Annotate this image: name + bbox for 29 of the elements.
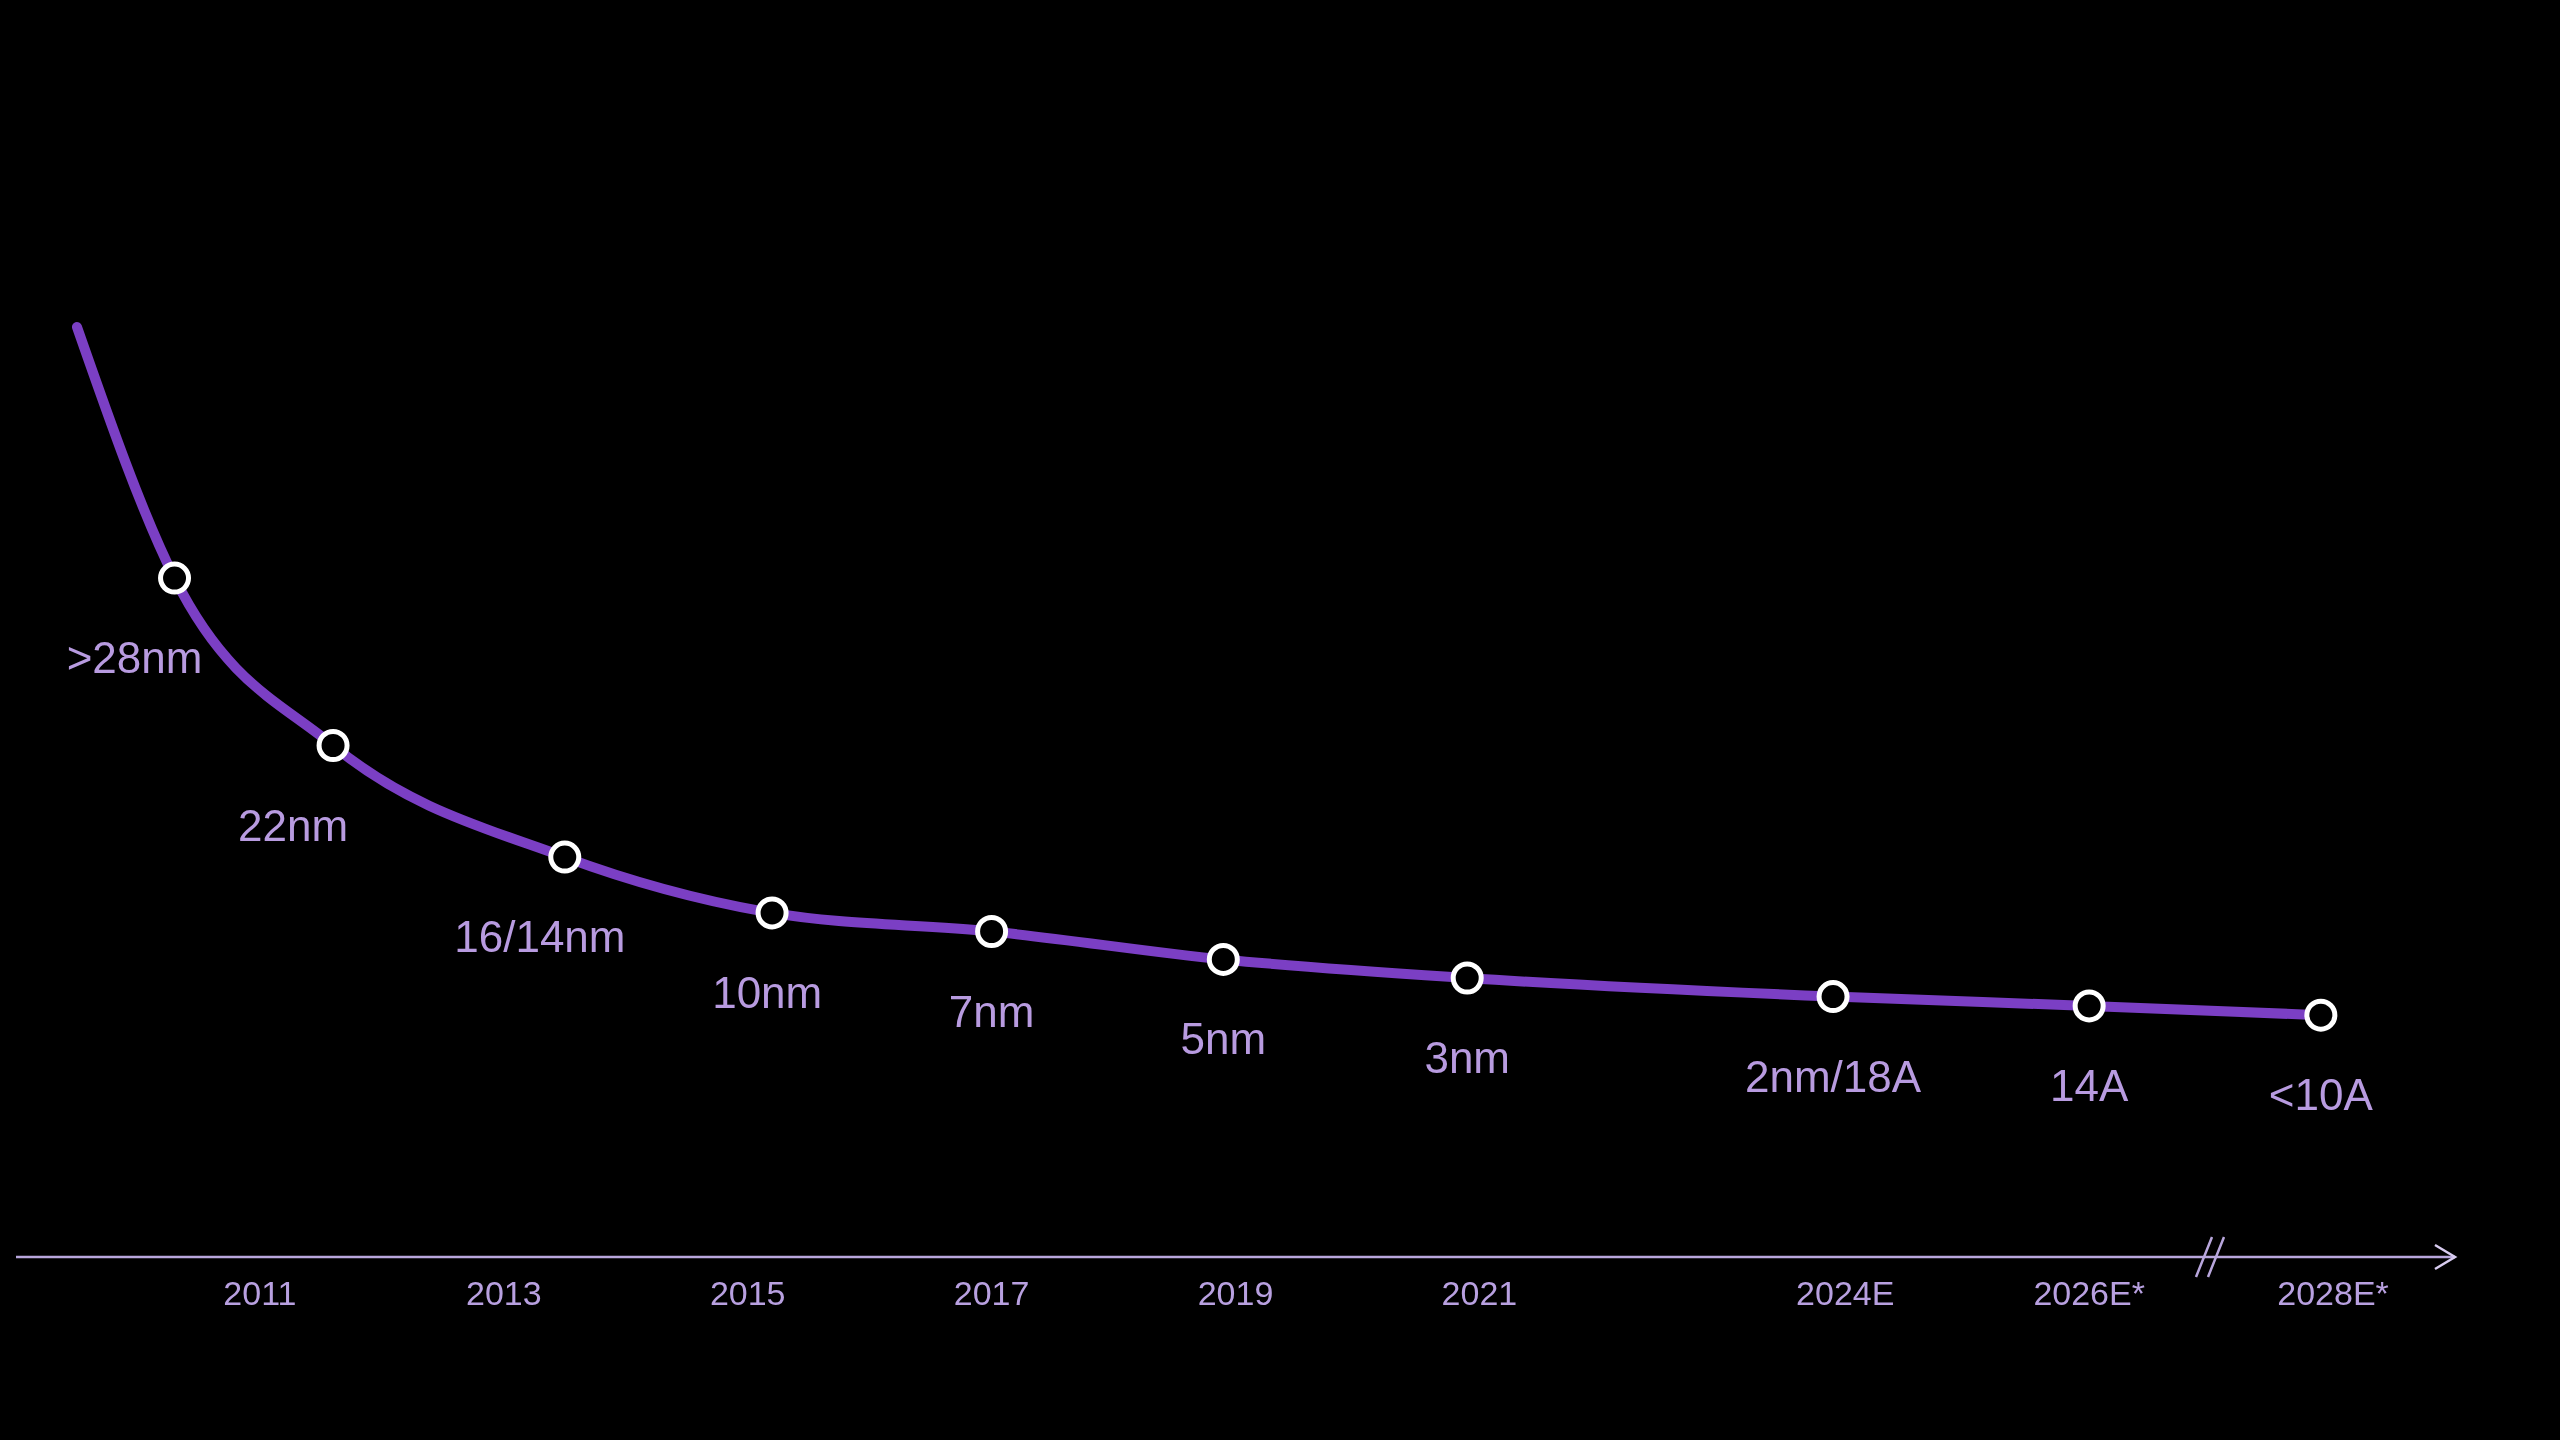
point bbox=[755, 896, 789, 930]
point bbox=[2072, 989, 2106, 1023]
x-tick-label: 2028E* bbox=[2277, 1274, 2389, 1312]
annotation: 14A bbox=[2050, 1060, 2129, 1110]
x-tick-label: 2019 bbox=[1197, 1274, 1274, 1312]
x-tick-label: 2017 bbox=[953, 1274, 1030, 1312]
annotation: 22nm bbox=[238, 800, 349, 850]
annotation: >28nm bbox=[66, 633, 203, 683]
annotation: 16/14nm bbox=[454, 912, 626, 962]
point bbox=[548, 840, 582, 874]
point bbox=[316, 729, 350, 762]
annotation: 2nm/18A bbox=[1745, 1051, 1922, 1101]
point bbox=[975, 915, 1009, 948]
x-tick-label: 2024E bbox=[1796, 1274, 1895, 1312]
x-tick-label: 2021 bbox=[1441, 1274, 1518, 1312]
point bbox=[2304, 998, 2338, 1032]
annotation: 5nm bbox=[1180, 1014, 1267, 1064]
x-tick-label: 2015 bbox=[709, 1274, 786, 1312]
point bbox=[158, 561, 192, 595]
annotation: 10nm bbox=[712, 967, 823, 1017]
x-tick-label: 2013 bbox=[465, 1274, 542, 1312]
x-tick-label: 2011 bbox=[223, 1274, 297, 1312]
point bbox=[1206, 942, 1240, 976]
annotation: 3nm bbox=[1424, 1033, 1510, 1082]
annotation: <10A bbox=[2268, 1070, 2374, 1120]
annotation: 7nm bbox=[948, 986, 1035, 1036]
x-tick-label: 2026E* bbox=[2033, 1274, 2145, 1312]
point bbox=[1816, 980, 1850, 1014]
point bbox=[1450, 961, 1484, 995]
